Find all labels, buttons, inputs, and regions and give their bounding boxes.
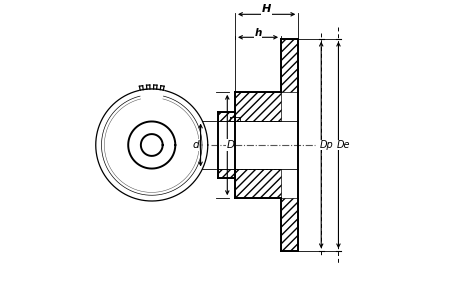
Polygon shape: [140, 89, 164, 145]
Text: h: h: [254, 28, 262, 38]
Text: De: De: [337, 140, 351, 150]
Polygon shape: [235, 169, 281, 198]
Polygon shape: [281, 198, 298, 251]
Polygon shape: [218, 112, 235, 121]
Polygon shape: [281, 39, 298, 92]
Text: H: H: [262, 4, 271, 14]
Polygon shape: [235, 92, 281, 121]
Polygon shape: [218, 169, 235, 178]
Text: D: D: [227, 140, 235, 150]
Text: Dp: Dp: [320, 140, 333, 150]
Text: d: d: [192, 140, 199, 150]
